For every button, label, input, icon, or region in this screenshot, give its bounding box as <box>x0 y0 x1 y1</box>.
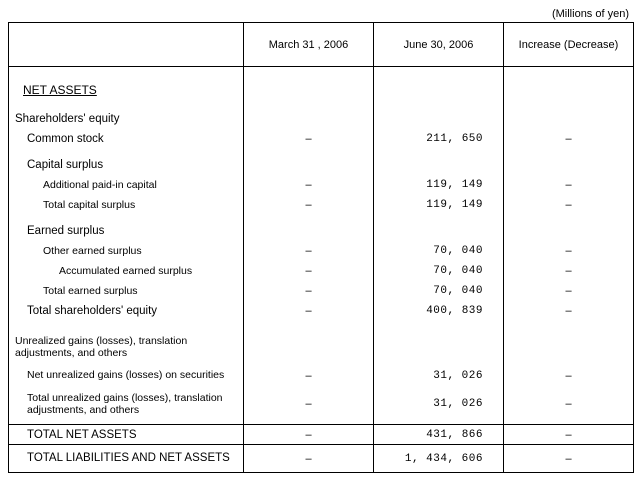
val-inc: – <box>504 175 634 195</box>
row-total-net-assets: TOTAL NET ASSETS – 431, 866 – <box>9 425 634 445</box>
val-march: – <box>244 445 374 473</box>
col-incdec: Increase (Decrease) <box>504 23 634 67</box>
spacer <box>9 97 634 109</box>
spacer <box>9 321 634 333</box>
unit-label: (Millions of yen) <box>8 8 633 20</box>
val-inc: – <box>504 281 634 301</box>
val-june: 31, 026 <box>374 362 504 390</box>
header-row: March 31 , 2006 June 30, 2006 Increase (… <box>9 23 634 67</box>
label: Total capital surplus <box>9 195 244 215</box>
val-june: 70, 040 <box>374 241 504 261</box>
row-total-earned: Total earned surplus – 70, 040 – <box>9 281 634 301</box>
label: Earned surplus <box>9 221 244 241</box>
row-earned-surplus: Earned surplus <box>9 221 634 241</box>
val-june: 431, 866 <box>374 425 504 445</box>
val-march: – <box>244 175 374 195</box>
label: Capital surplus <box>9 155 244 175</box>
val-june: 31, 026 <box>374 390 504 419</box>
label: Total unrealized gains (losses), transla… <box>9 390 244 419</box>
val-march: – <box>244 301 374 321</box>
val-march: – <box>244 241 374 261</box>
val-june: 211, 650 <box>374 129 504 149</box>
val-inc: – <box>504 301 634 321</box>
label: Additional paid-in capital <box>9 175 244 195</box>
row-other-earned: Other earned surplus – 70, 040 – <box>9 241 634 261</box>
row-common-stock: Common stock – 211, 650 – <box>9 129 634 149</box>
val-inc: – <box>504 195 634 215</box>
col-june: June 30, 2006 <box>374 23 504 67</box>
row-total-cap-surplus: Total capital surplus – 119, 149 – <box>9 195 634 215</box>
row-shareholders-equity: Shareholders' equity <box>9 109 634 129</box>
section-title: NET ASSETS <box>9 67 244 97</box>
val-march: – <box>244 261 374 281</box>
val-march: – <box>244 362 374 390</box>
val-june: 70, 040 <box>374 281 504 301</box>
label: Shareholders' equity <box>9 109 244 129</box>
val-inc: – <box>504 241 634 261</box>
val-june: 1, 434, 606 <box>374 445 504 473</box>
label: Total earned surplus <box>9 281 244 301</box>
label: Accumulated earned surplus <box>9 261 244 281</box>
col-march: March 31 , 2006 <box>244 23 374 67</box>
val-june: 119, 149 <box>374 175 504 195</box>
row-unrealized-hdr: Unrealized gains (losses), translation a… <box>9 333 634 362</box>
val-inc: – <box>504 129 634 149</box>
row-addl-paid-in: Additional paid-in capital – 119, 149 – <box>9 175 634 195</box>
val-march: – <box>244 425 374 445</box>
row-total-sh-equity: Total shareholders' equity – 400, 839 – <box>9 301 634 321</box>
val-inc: – <box>504 362 634 390</box>
row-accum-earned: Accumulated earned surplus – 70, 040 – <box>9 261 634 281</box>
val-june: 400, 839 <box>374 301 504 321</box>
val-march: – <box>244 195 374 215</box>
val-march: – <box>244 281 374 301</box>
val-march: – <box>244 129 374 149</box>
label: Other earned surplus <box>9 241 244 261</box>
label: Net unrealized gains (losses) on securit… <box>9 362 244 390</box>
row-net-unrealized: Net unrealized gains (losses) on securit… <box>9 362 634 390</box>
val-inc: – <box>504 445 634 473</box>
val-inc: – <box>504 390 634 419</box>
row-total-unrealized: Total unrealized gains (losses), transla… <box>9 390 634 419</box>
label: TOTAL LIABILITIES AND NET ASSETS <box>9 445 244 473</box>
val-june: 70, 040 <box>374 261 504 281</box>
section-net-assets: NET ASSETS <box>9 67 634 97</box>
val-inc: – <box>504 425 634 445</box>
net-assets-table: March 31 , 2006 June 30, 2006 Increase (… <box>8 22 634 473</box>
row-capital-surplus: Capital surplus <box>9 155 634 175</box>
val-inc: – <box>504 261 634 281</box>
row-total-liab: TOTAL LIABILITIES AND NET ASSETS – 1, 43… <box>9 445 634 473</box>
label: Total shareholders' equity <box>9 301 244 321</box>
label: TOTAL NET ASSETS <box>9 425 244 445</box>
label: Common stock <box>9 129 244 149</box>
col-blank <box>9 23 244 67</box>
val-march: – <box>244 390 374 419</box>
val-june: 119, 149 <box>374 195 504 215</box>
label: Unrealized gains (losses), translation a… <box>9 333 244 362</box>
